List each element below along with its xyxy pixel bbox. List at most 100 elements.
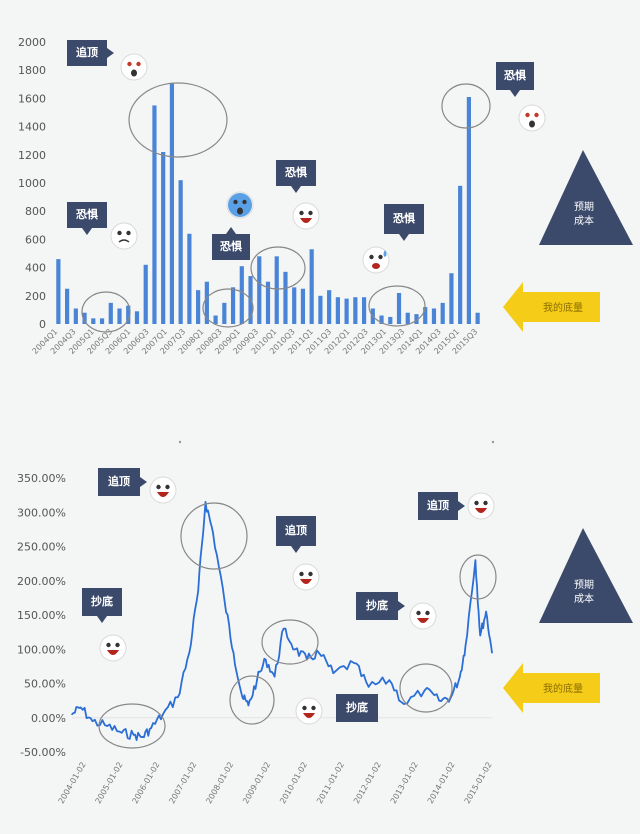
line-annotation-4-label: 抄底 [366,598,388,612]
line-point-19 [264,658,267,661]
line-ytick-label: 250.00% [17,541,66,554]
line-ytick-label: 100.00% [17,643,66,656]
highlight-circle-2010 [250,246,306,290]
bar-annotation-3-emoji-face [292,202,320,230]
line-annotation-1-box [82,588,122,616]
line-ytick-label: 200.00% [17,575,66,588]
line-point-25 [332,672,335,675]
bar-37 [379,315,384,324]
bar-23 [257,256,262,324]
line-volume-arrow [503,663,600,713]
bar-40 [405,312,410,324]
bar-9 [134,311,140,324]
bar-annotation-5-emoji [518,104,546,132]
bar-annotation-5-emoji-eye-right [534,112,539,118]
bar-annotation-2-label: 恐惧 [220,239,242,253]
line-point-30 [423,689,426,692]
bar-annotation-0-emoji-mouth [131,69,137,77]
bar-ytick-label: 1800 [18,64,46,77]
divider-dot-left [178,440,182,444]
line-xtick-label: 2014-01-02 [426,761,457,806]
bar-35 [361,297,367,324]
line-annotation-1-emoji-eye-right [115,642,120,648]
line-annotation-3-emoji-face [295,697,323,725]
bar-26 [283,271,288,324]
line-annotation-4-emoji-eye-left [416,610,421,616]
line-xtick-label: 2006-01-02 [131,761,162,806]
bar-42 [423,307,428,324]
bar-annotation-4-emoji-mouth [372,263,380,269]
bar-ytick-label: 400 [25,262,46,275]
bar-annotation-5-box [496,62,534,90]
line-annotation-4-emoji [409,602,437,630]
line-annotation-3-emoji [295,697,323,725]
bar-14 [178,180,183,324]
bar-ytick-label: 2000 [18,36,46,49]
line-triangle-text-0: 预期 [574,579,594,591]
bar-1 [65,288,70,324]
line-annotation-0-emoji-face [149,476,177,504]
line-annotation-0-box [98,468,140,496]
line-point-22 [294,648,296,651]
bar-24 [265,281,271,324]
bar-15 [187,233,192,324]
line-annotation-0: 追顶 [98,468,147,496]
bar-annotation-3-box [276,160,316,186]
bar-13 [169,82,175,324]
line-annotation-2-emoji-eye-right [308,571,313,577]
line-annotation-3-emoji-eye-right [311,705,316,711]
bar-20 [230,287,236,324]
bar-17 [204,281,209,324]
bar-annotation-5-pointer [510,90,520,97]
line-point-27 [367,686,370,688]
bar-annotation-3-emoji-mouth [300,218,312,223]
line-annotation-1-label: 抄底 [91,594,113,608]
bar-45 [449,273,454,324]
line-annotation-1: 抄底 [82,588,122,623]
line-annotation-5: 追顶 [418,492,465,520]
bar-annotation-2-emoji-mouth [237,207,243,215]
line-point-28 [388,679,391,681]
line-point-21 [282,627,285,630]
bar-7 [117,308,122,324]
bar-48 [475,312,480,324]
line-point-36 [479,634,482,637]
bar-28 [300,288,306,324]
line-chart-axes: 350.00% 300.00% 250.00% 200.00% 150.00% 100.0… [17,472,494,805]
bar-annotation-1-emoji-mouth [118,239,130,243]
bar-triangle-text-0: 预期 [574,201,594,213]
line-annotation-2-emoji-eye-left [299,571,304,577]
line-annotation-0-emoji-eye-right [165,484,170,490]
bar-annotation-4-emoji-sweat [383,250,387,257]
highlight-circle-2006 [98,703,166,749]
highlight-circle-2005 [81,291,131,333]
bar-39 [396,292,402,324]
line-point-31 [438,699,440,702]
line-point-17 [247,704,250,707]
highlight-circle-2008 [229,675,275,725]
line-xtick-label: 2005-01-02 [94,761,125,806]
line-point-38 [491,651,493,654]
bar-triangle-text-1: 成本 [574,214,594,227]
line-annotation-4-box [356,592,398,620]
line-point-24 [318,651,320,654]
line-annotation-0-emoji [149,476,177,504]
bar-ytick-label: 600 [25,233,46,246]
highlight-circle-2013 [368,285,426,327]
line-annotation-4: 抄底 [356,592,405,620]
line-ytick-label: -50.00% [20,746,66,759]
line-annotation-5-box [418,492,458,520]
bar-2 [73,308,78,324]
line-annotation-3: 抄底 [336,694,378,722]
line-point-35 [474,559,477,561]
bar-3 [82,312,87,324]
line-xtick-label: 2004-01-02 [57,761,88,806]
line-annotation-3-label: 抄底 [346,700,368,714]
line-point-10 [188,651,191,654]
bar-annotation-2-pointer [226,227,236,234]
bar-ytick-label: 200 [25,290,46,303]
line-annotation-5-emoji-eye-right [483,500,488,506]
line-xtick-label: 2013-01-02 [389,761,420,806]
bar-ytick-label: 1400 [18,121,46,134]
